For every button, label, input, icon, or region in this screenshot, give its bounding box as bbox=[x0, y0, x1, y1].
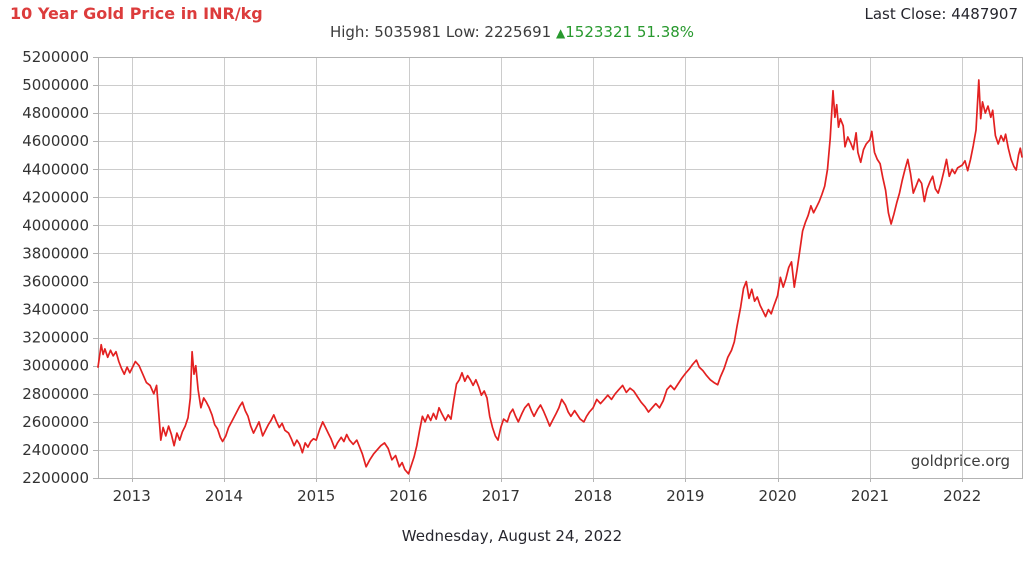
y-tick-label: 4000000 bbox=[22, 216, 89, 234]
last-close-label: Last Close: bbox=[864, 5, 947, 23]
x-tick-label: 2020 bbox=[759, 487, 797, 505]
gold-price-line bbox=[97, 79, 1023, 475]
low-label: Low: bbox=[445, 23, 480, 41]
last-close-value: 4487907 bbox=[951, 5, 1018, 23]
x-tick-label: 2018 bbox=[574, 487, 612, 505]
x-tick-label: 2014 bbox=[205, 487, 243, 505]
y-tick-label: 2600000 bbox=[22, 413, 89, 431]
y-tick-label: 2200000 bbox=[22, 469, 89, 487]
y-tick-label: 3000000 bbox=[22, 357, 89, 375]
x-tick-label: 2022 bbox=[943, 487, 981, 505]
y-tick-label: 5000000 bbox=[22, 76, 89, 94]
y-tick-label: 3400000 bbox=[22, 301, 89, 319]
watermark: goldprice.org bbox=[910, 452, 1010, 470]
x-tick-label: 2019 bbox=[666, 487, 704, 505]
y-tick-label: 3600000 bbox=[22, 273, 89, 291]
y-tick-label: 4200000 bbox=[22, 188, 89, 206]
high-label: High: bbox=[329, 23, 370, 41]
y-tick-label: 2800000 bbox=[22, 385, 89, 403]
high-value: 5035981 bbox=[374, 23, 442, 41]
low-value: 2225691 bbox=[484, 23, 552, 41]
chart-title: 10 Year Gold Price in INR/kg bbox=[10, 4, 263, 23]
axis-labels: 2200000 2400000 2600000 2800000 3000000 32000… bbox=[22, 48, 981, 505]
y-tick-label: 2400000 bbox=[22, 441, 89, 459]
last-close: Last Close: 4487907 bbox=[864, 5, 1018, 23]
up-arrow-icon: ▲ bbox=[556, 26, 566, 40]
gridlines bbox=[98, 57, 1022, 479]
x-tick-label: 2017 bbox=[482, 487, 520, 505]
y-tick-label: 3200000 bbox=[22, 329, 89, 347]
x-tick-label: 2016 bbox=[389, 487, 427, 505]
y-tick-label: 4600000 bbox=[22, 132, 89, 150]
y-tick-label: 3800000 bbox=[22, 244, 89, 262]
x-tick-label: 2021 bbox=[851, 487, 889, 505]
chart-date: Wednesday, August 24, 2022 bbox=[401, 527, 623, 545]
y-tick-label: 5200000 bbox=[22, 48, 89, 66]
change-percent: 51.38% bbox=[636, 23, 695, 41]
x-tick-label: 2013 bbox=[113, 487, 151, 505]
change-value: 1523321 bbox=[565, 23, 633, 41]
high-low-summary: High: 5035981 Low: 2225691 ▲1523321 51.3… bbox=[0, 23, 1024, 41]
y-tick-label: 4400000 bbox=[22, 160, 89, 178]
y-tick-label: 4800000 bbox=[22, 104, 89, 122]
plot-border bbox=[98, 57, 1023, 479]
x-tick-label: 2015 bbox=[297, 487, 335, 505]
tick-marks bbox=[93, 57, 963, 482]
